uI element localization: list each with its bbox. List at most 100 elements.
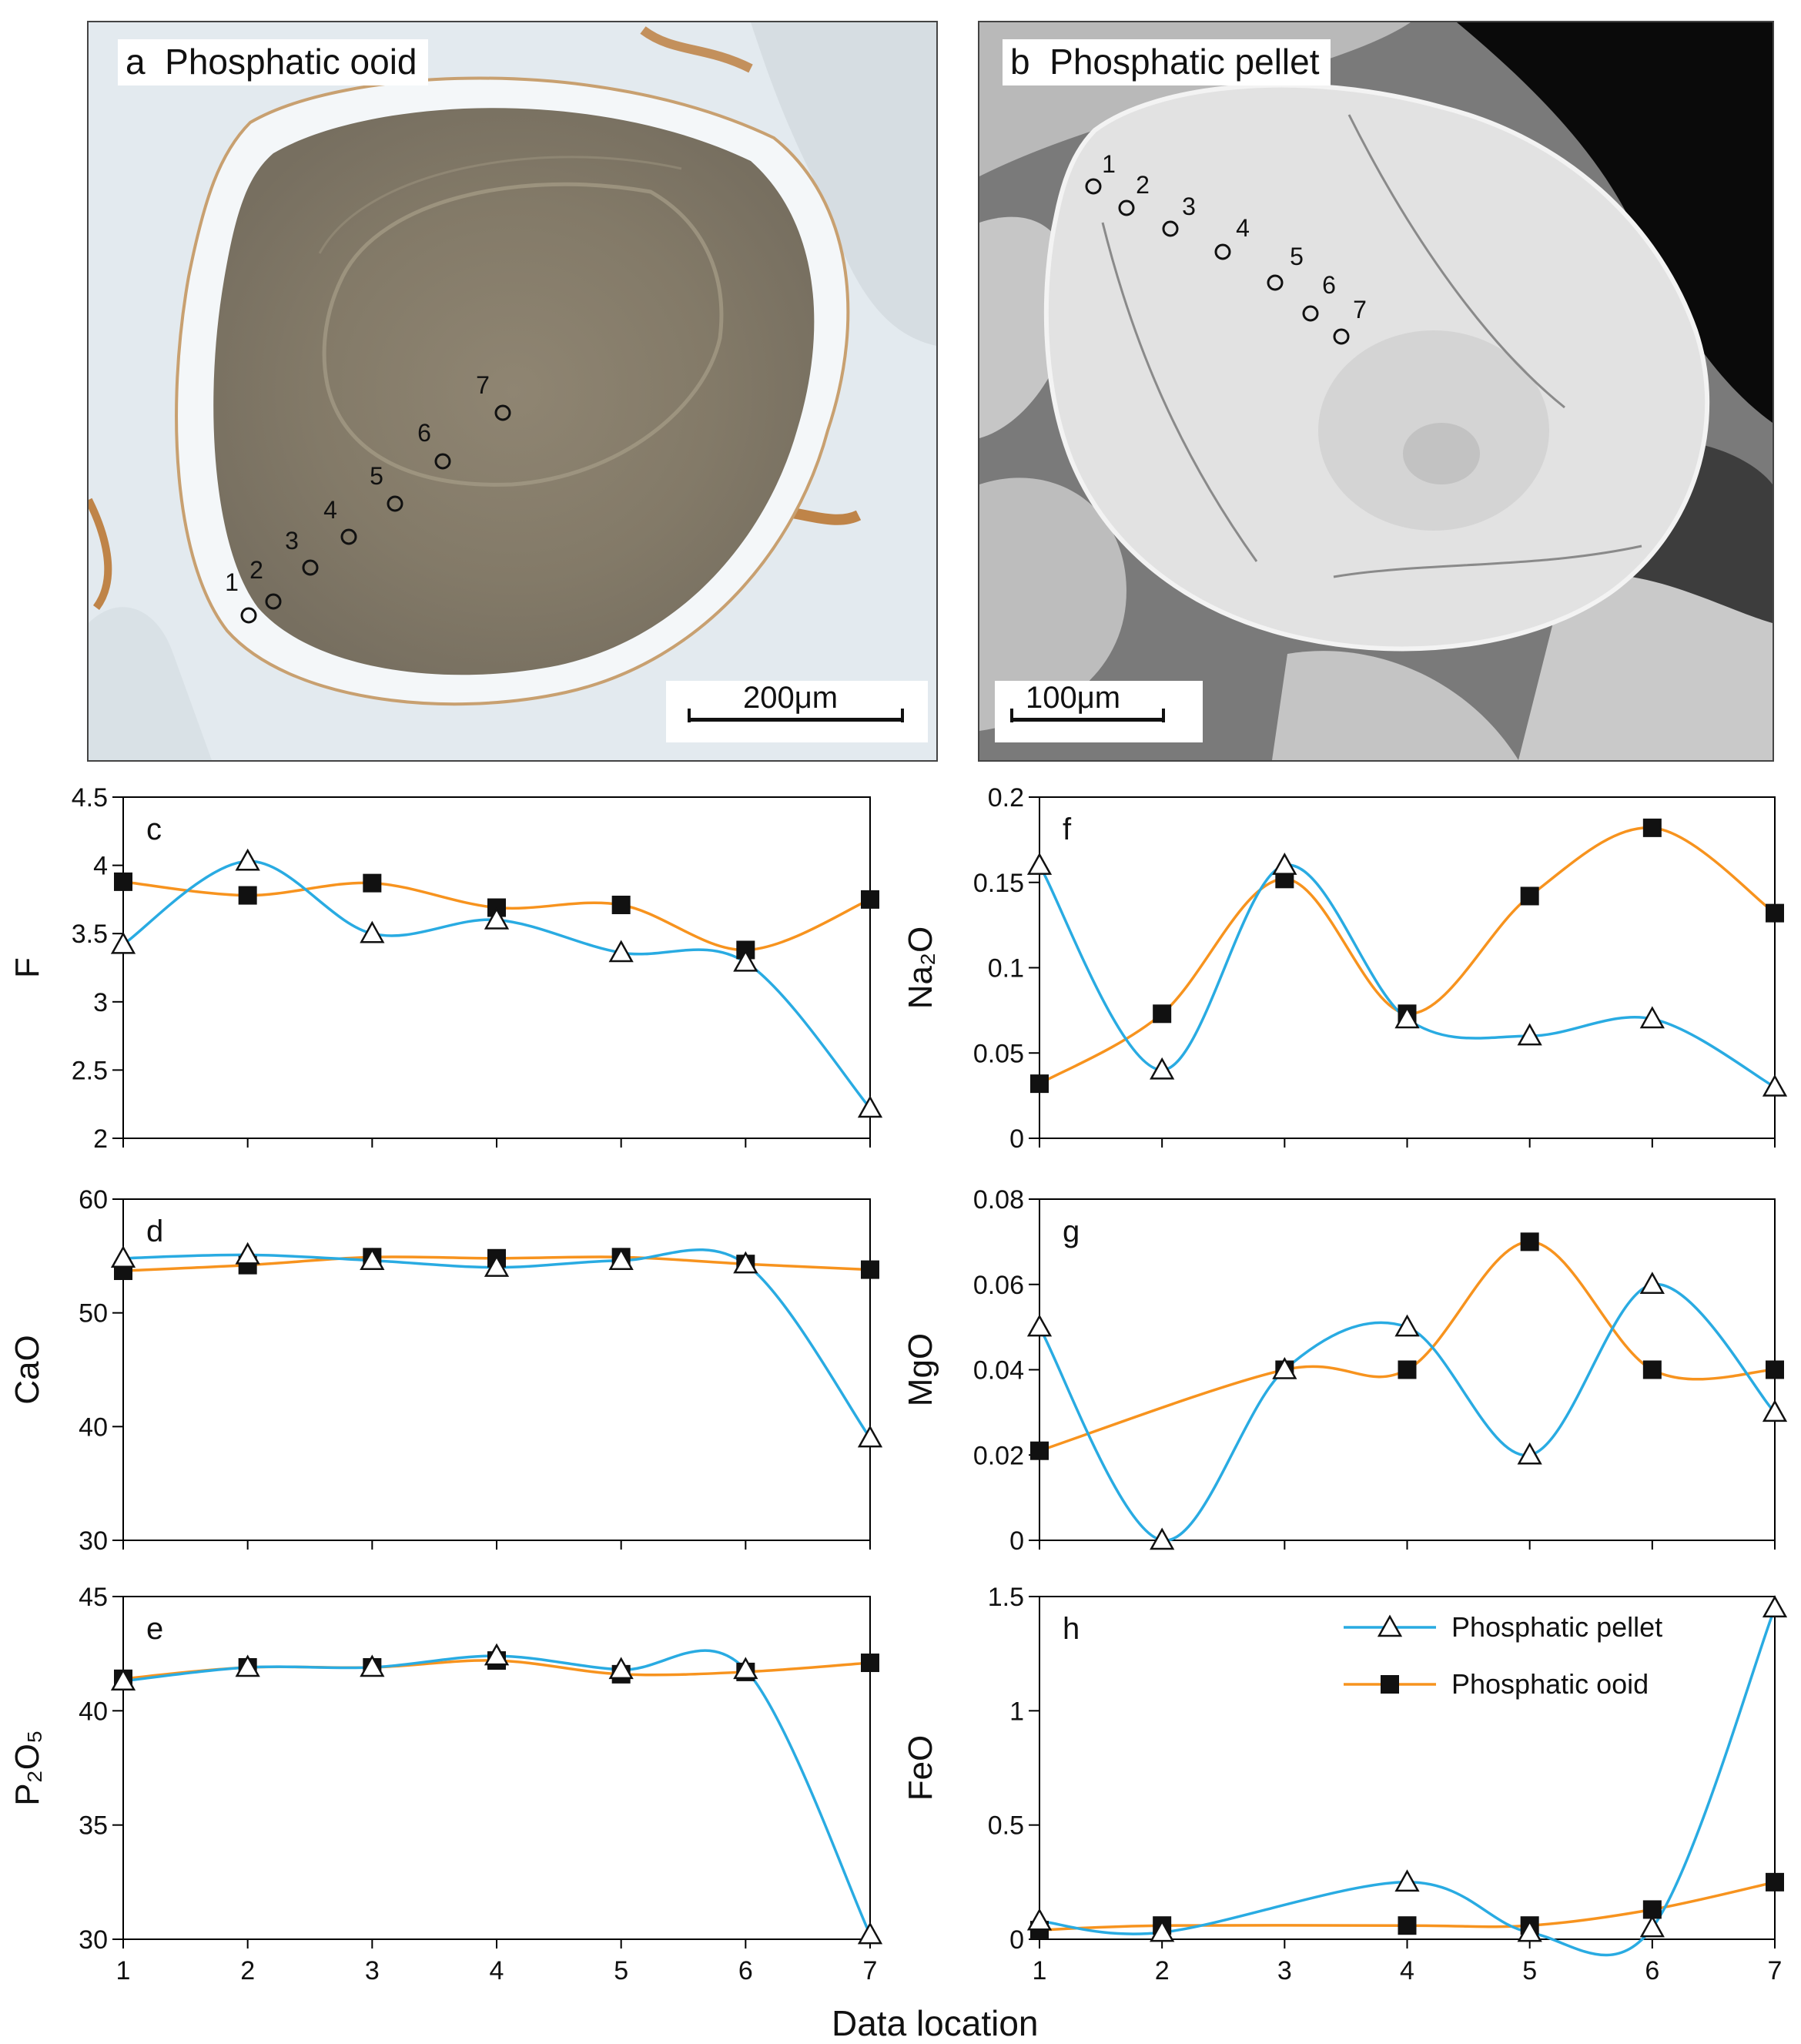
panel-a-spot-label: 5	[370, 462, 383, 490]
ooid-point	[1398, 1916, 1417, 1935]
pellet-point	[484, 1643, 510, 1666]
chart-d-panel-letter: d	[146, 1215, 163, 1248]
pellet-series-line	[1039, 1607, 1776, 1957]
pellet-point	[484, 906, 510, 930]
y-tick-label: 40	[79, 1697, 108, 1726]
ooid-point	[1766, 1360, 1784, 1379]
chart-d: 30 40 50 60 d CaO	[8, 1185, 883, 1556]
panel-b-spot-label: 5	[1290, 243, 1304, 270]
panel-b-spot-marker	[1162, 220, 1179, 237]
pellet-point	[1026, 1314, 1053, 1337]
pellet-series-line	[1038, 863, 1776, 1089]
panel-a-spot-marker	[240, 607, 257, 624]
pellet-image	[979, 22, 1773, 760]
y-tick-label: 3.5	[72, 920, 108, 949]
panel-b-spot-label: 4	[1236, 214, 1250, 242]
pellet-point	[608, 1248, 634, 1270]
y-tick-label: 0.1	[988, 954, 1024, 983]
panel-a-spot-marker	[302, 559, 319, 576]
panel-a-spot-label: 7	[476, 371, 490, 399]
x-tick-label: 2	[1155, 1956, 1170, 1985]
ooid-point	[861, 890, 879, 909]
panel-a-spot-label: 6	[417, 419, 431, 447]
chart-e-panel-letter: e	[146, 1612, 163, 1646]
chart-f-panel-letter: f	[1063, 813, 1072, 846]
pellet-point	[110, 1668, 136, 1691]
pellet-point	[235, 848, 260, 871]
panel-b-spot-label: 3	[1182, 193, 1196, 220]
y-tick-label: 40	[79, 1412, 108, 1442]
pellet-point	[857, 1095, 883, 1118]
y-tick-label: 0	[1009, 1124, 1024, 1154]
panel-b-spot-label: 7	[1353, 296, 1367, 323]
pellet-point	[608, 940, 634, 963]
ooid-point	[1766, 1872, 1784, 1892]
panel-b-spot-label: 2	[1136, 171, 1150, 199]
y-tick-label: 1	[1009, 1697, 1024, 1726]
pellet-point	[1394, 1314, 1420, 1337]
legend-ooid-marker	[1381, 1675, 1399, 1694]
y-tick-label: 0.05	[973, 1039, 1024, 1068]
ooid-point	[1520, 886, 1539, 906]
panel-b-scalebar: 100μm	[995, 681, 1203, 742]
chart-f: 0 0.05 0.1 0.15 0.2 f Na₂O	[902, 783, 1788, 1154]
panel-a-spot-overlay: 1 234 5 6 7	[225, 371, 511, 624]
ooid-point	[1766, 903, 1784, 923]
pellet-point	[857, 1922, 883, 1945]
panel-b-spot-label: 6	[1322, 271, 1336, 299]
chart-d-ylabel: CaO	[8, 1335, 46, 1404]
pellet-point	[1517, 1442, 1542, 1465]
pellet-point	[1150, 1527, 1175, 1550]
pellet-point	[1639, 1272, 1665, 1294]
panel-b-spots: 12 3 4 567	[1085, 150, 1367, 345]
panel-b-label: b Phosphatic pellet	[1003, 39, 1331, 85]
panel-a-spot-label: 2	[249, 556, 263, 584]
pellet-point	[1026, 1908, 1053, 1931]
x-tick-label: 5	[1522, 1956, 1537, 1985]
pellet-point	[1639, 1915, 1665, 1938]
y-tick-label: 0.5	[988, 1811, 1024, 1841]
x-tick-label: 3	[1277, 1956, 1292, 1985]
legend: Phosphatic pellet Phosphatic ooid	[1344, 1611, 1662, 1700]
legend-pellet-label: Phosphatic pellet	[1451, 1611, 1662, 1643]
panel-a-spot-marker	[265, 593, 282, 610]
panel-a-spot-label: 4	[323, 496, 337, 524]
ooid-point	[1030, 1441, 1049, 1460]
chart-g: 0 0.02 0.04 0.06 0.08 g MgO	[902, 1185, 1788, 1556]
ooid-point	[1642, 818, 1662, 837]
x-tick-label: 6	[738, 1956, 753, 1985]
ooid-series-line	[1039, 1240, 1776, 1453]
panel-b-scalebar-line	[1010, 718, 1164, 722]
panel-b-scalebar-text: 100μm	[1026, 681, 1121, 715]
y-tick-label: 0	[1009, 1526, 1024, 1556]
panel-b-spot-label: 1	[1102, 150, 1116, 178]
x-tick-label: 2	[240, 1956, 255, 1985]
y-tick-label: 0.2	[988, 783, 1024, 813]
pellet-point	[733, 1251, 758, 1274]
ooid-point	[1153, 1004, 1172, 1024]
panel-a-spot-marker	[494, 404, 511, 421]
panel-a-scalebar: 200μm	[666, 681, 928, 742]
y-tick-label: 0.02	[973, 1441, 1024, 1470]
panel-a-spot-label: 1	[225, 568, 239, 596]
panel-a-label: a Phosphatic ooid	[118, 39, 428, 85]
panel-a-spot-marker	[387, 495, 403, 512]
pellet-point	[1150, 1919, 1175, 1942]
chart-e-ylabel: P₂O₅	[8, 1730, 46, 1805]
pellet-point	[1762, 1074, 1788, 1097]
shared-xlabel: Data location	[832, 2003, 1039, 2043]
x-tick-label: 4	[1400, 1956, 1414, 1985]
y-tick-label: 60	[79, 1185, 108, 1215]
panel-b-title: Phosphatic pellet	[1049, 42, 1320, 82]
y-tick-label: 0.06	[973, 1271, 1024, 1300]
pellet-point	[110, 1245, 136, 1268]
pellet-series-line	[122, 1649, 872, 1935]
chart-c-ylabel: F	[8, 957, 46, 978]
pellet-point	[235, 1654, 260, 1677]
panel-b-letter: b	[1010, 42, 1030, 82]
